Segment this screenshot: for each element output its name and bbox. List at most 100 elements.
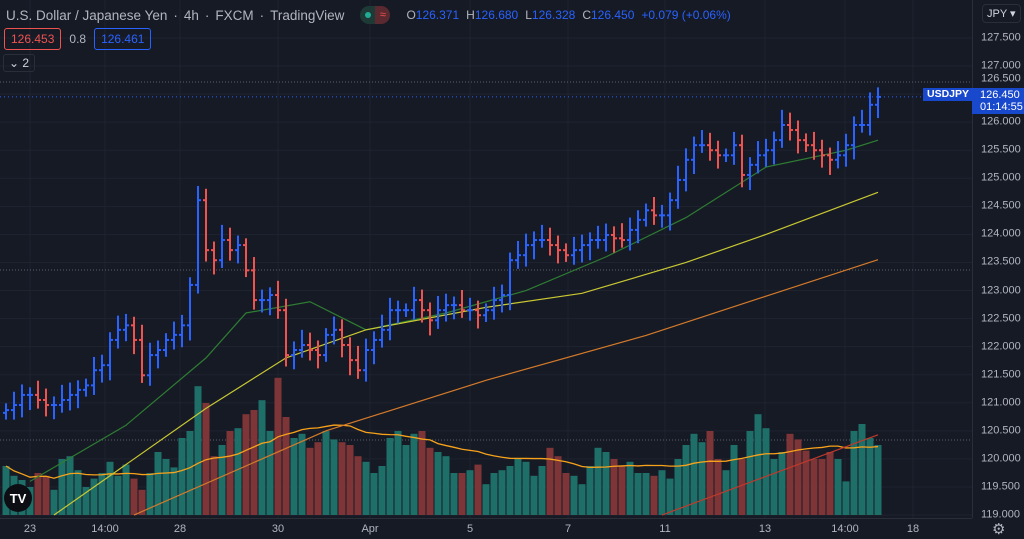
moving-average-line	[53, 191, 879, 516]
time-tick-label: 11	[659, 523, 671, 535]
volume-bar	[386, 438, 394, 515]
volume-bar	[722, 470, 730, 515]
volume-bar	[498, 470, 506, 515]
volume-bar	[466, 470, 474, 515]
volume-bar	[850, 431, 858, 515]
change-value: +0.079 (+0.06%)	[641, 8, 731, 22]
price-axis[interactable]: 127.500 127.000 126.500 126.000 125.500 125.0…	[972, 0, 1024, 521]
time-tick-label: 5	[466, 523, 474, 535]
volume-bar	[42, 475, 50, 515]
volume-bar	[186, 431, 194, 515]
volume-bar	[634, 473, 642, 515]
open-label: O	[406, 8, 416, 22]
volume-bar	[338, 442, 346, 515]
volume-bar	[34, 473, 42, 515]
buy-button[interactable]: 126.461	[94, 28, 152, 50]
tradingview-logo[interactable]: TV	[4, 484, 32, 512]
low-label: L	[525, 8, 532, 22]
volume-bar	[170, 467, 178, 515]
volume-bar	[450, 473, 458, 515]
volume-bar	[194, 386, 202, 515]
market-status[interactable]: ≈	[360, 6, 391, 24]
volume-bar	[234, 428, 242, 515]
interval[interactable]: 4h	[183, 7, 199, 23]
symbol-tag: USDJPY	[923, 88, 976, 101]
settings-icon[interactable]: ⚙	[992, 521, 1006, 538]
volume-bar	[322, 431, 330, 515]
volume-bar	[594, 447, 602, 515]
volume-bar	[842, 481, 850, 515]
volume-bar	[818, 459, 826, 515]
moving-average-line	[133, 259, 879, 516]
indicator-count: 2	[22, 56, 30, 70]
volume-bar	[786, 433, 794, 515]
volume-bar	[642, 473, 650, 515]
volume-bar	[682, 445, 690, 515]
volume-bar	[426, 447, 434, 515]
volume-bar	[130, 478, 138, 515]
volume-bar	[370, 473, 378, 515]
price-tick-label: 124.500	[981, 199, 1021, 212]
price-tick-label: 123.500	[981, 255, 1021, 268]
time-axis[interactable]: 23 14:00 28 30 Apr 5 7 11 13 14:00 18	[0, 518, 972, 539]
price-chart[interactable]	[0, 0, 972, 518]
volume-bar	[658, 470, 666, 515]
separator: ·	[173, 7, 178, 23]
volume-bar	[610, 459, 618, 515]
moving-average-line	[661, 434, 879, 516]
volume-bar	[474, 464, 482, 515]
open-value: 126.371	[415, 8, 460, 22]
price-tick-label: 124.000	[981, 227, 1021, 240]
price-tick-label: 127.000	[981, 59, 1021, 72]
delayed-data-icon: ≈	[375, 6, 391, 24]
high-label: H	[466, 8, 475, 22]
volume-bar	[66, 456, 74, 515]
volume-bar	[218, 445, 226, 515]
volume-bar	[354, 456, 362, 515]
volume-bar	[538, 466, 546, 515]
volume-bar	[98, 473, 106, 515]
volume-bar	[866, 438, 874, 515]
exchange: FXCM	[215, 7, 254, 23]
price-tick-label: 125.000	[981, 171, 1021, 184]
volume-bar	[834, 459, 842, 515]
volume-bar	[162, 459, 170, 515]
volume-bar	[282, 417, 290, 515]
volume-bar	[690, 433, 698, 515]
volume-bar	[802, 450, 810, 515]
volume-bar	[730, 445, 738, 515]
separator: ·	[204, 7, 210, 23]
volume-bar	[378, 466, 386, 515]
trade-panel: 126.453 0.8 126.461	[4, 28, 152, 50]
volume-bar	[362, 461, 370, 515]
volume-bar	[74, 470, 82, 515]
volume-bar	[666, 478, 674, 515]
volume-bar	[746, 431, 754, 515]
volume-bar	[298, 433, 306, 515]
volume-bar	[330, 439, 338, 515]
volume-bar	[770, 459, 778, 515]
volume-bar	[570, 475, 578, 515]
sell-button[interactable]: 126.453	[4, 28, 62, 50]
volume-bar	[402, 445, 410, 515]
time-tick-label: 28	[173, 523, 187, 535]
last-price-label: 126.450 01:14:55	[972, 88, 1024, 114]
volume-bar	[586, 466, 594, 515]
symbol-name[interactable]: U.S. Dollar / Japanese Yen	[6, 7, 168, 23]
chevron-down-icon: ⌄	[9, 56, 20, 70]
price-tick-label: 120.000	[981, 452, 1021, 465]
currency-select[interactable]: JPY ▾	[982, 4, 1021, 23]
volume-bar	[410, 433, 418, 515]
low-value: 126.328	[531, 8, 576, 22]
volume-bar	[442, 456, 450, 515]
source: TradingView	[270, 7, 345, 23]
indicators-toggle[interactable]: ⌄ 2	[3, 54, 36, 72]
price-tick-label: 127.500	[981, 31, 1021, 44]
time-tick-label: 30	[271, 523, 285, 535]
volume-bar	[602, 452, 610, 515]
volume-bar	[146, 473, 154, 515]
close-label: C	[582, 8, 591, 22]
volume-bar	[650, 475, 658, 515]
volume-bar	[482, 484, 490, 515]
time-tick-label: 14:00	[831, 523, 859, 535]
